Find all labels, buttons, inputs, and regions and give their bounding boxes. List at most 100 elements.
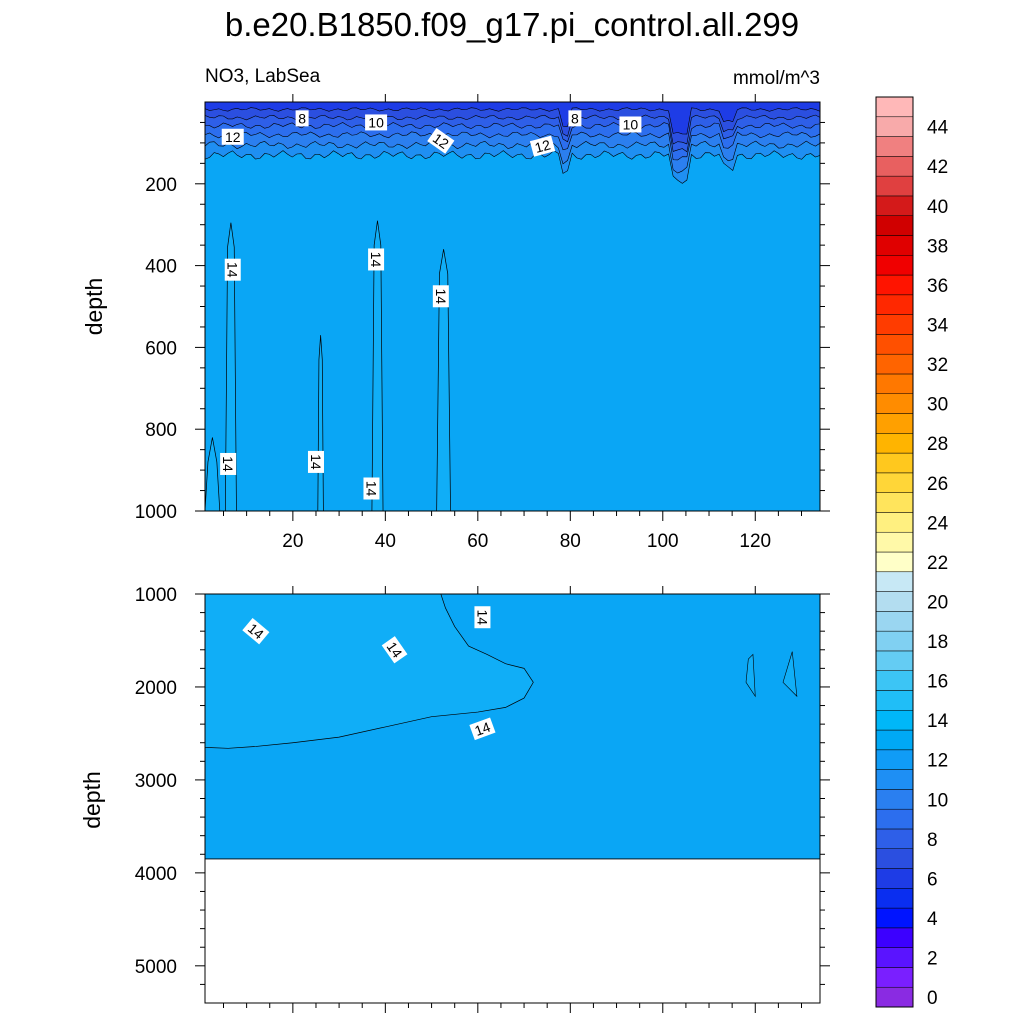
contour-label: 10 [619,116,642,133]
y-axis-label: depth [81,278,107,336]
x-tick-label: 120 [739,531,771,552]
colorbar-cell [875,551,914,573]
field-12-14 [205,102,820,511]
contour-label: 8 [568,110,582,127]
colorbar-cell [875,670,914,691]
colorbar-tick-label: 40 [927,197,948,218]
colorbar-cell [875,907,914,929]
band-6-7 [205,102,820,135]
plume-14-a [224,222,237,511]
contour-label-text: 10 [623,116,639,132]
colorbar-cell [875,116,914,137]
colorbar-cell [875,274,914,296]
colorbar-tick-label: 8 [927,830,938,851]
contour-label-text: 8 [571,110,579,126]
y-axis-label: depth [79,771,105,829]
colorbar-cell [875,334,914,355]
colorbar-cell [875,927,914,948]
y-tick-label: 400 [145,257,177,278]
x-tick-label: 20 [282,531,303,552]
contour-label-text: 14 [433,288,449,304]
colorbar-cell [875,630,914,652]
contour-label: 12 [529,135,556,157]
colorbar-cell [875,828,914,849]
colorbar-cell [875,611,914,632]
colorbar-tick-label: 14 [927,711,949,732]
colorbar-tick-label: 44 [927,118,949,139]
contour-label-text: 14 [472,719,492,739]
variable-label: NO3, LabSea [205,66,321,87]
contour-label-text: 14 [474,609,490,625]
contour-label: 14 [242,617,270,645]
colorbar-cell [875,967,914,988]
y-tick-label: 200 [145,175,177,196]
upper-panel: 8 10 12 12 12 8 10 14 14 14 14 14 14 20 40 60 80 100 120 20… [81,94,830,552]
contour-label-text: 12 [225,129,241,145]
colorbar-cell [875,215,914,236]
colorbar-cell [875,789,914,810]
y-tick-label: 1000 [135,502,177,523]
contour-label: 14 [381,636,408,664]
colorbar-tick-label: 2 [927,949,938,970]
colorbar-cell [875,888,914,909]
colorbar-cell [875,808,914,830]
contour-label: 10 [365,114,388,131]
colorbar-tick-label: 26 [927,474,948,495]
contour-label: 12 [221,128,244,145]
colorbar-tick-label: 32 [927,355,948,376]
colorbar-tick-label: 22 [927,553,948,574]
colorbar-tick-label: 28 [927,434,948,455]
colorbar-cell [875,433,914,454]
colorbar-tick-label: 10 [927,790,948,811]
contour-label-text: 14 [225,262,241,278]
colorbar-cell [875,353,914,375]
contour-label-text: 14 [308,454,324,470]
colorbar-tick-label: 30 [927,395,948,416]
colorbar-cell [875,591,914,612]
colorbar-cell [875,571,914,592]
colorbar-cell [875,452,914,474]
y-tick-label: 3000 [135,771,177,792]
colorbar-tick-label: 42 [927,157,948,178]
colorbar-tick-label: 24 [927,513,949,534]
colorbar-cell [875,769,914,790]
layer-14-16 [205,594,534,749]
colorbar-cell [875,255,914,276]
contour-label: 14 [368,248,385,271]
y-tick-label: 4000 [135,864,177,885]
units-label: mmol/m^3 [732,68,820,89]
colorbar-tick-label: 38 [927,236,948,257]
x-tick-label: 60 [467,531,488,552]
colorbar-cell [875,472,914,493]
colorbar-tick-label: 20 [927,592,948,613]
colorbar-cell [875,235,914,256]
colorbar-cell [875,393,914,414]
contour-label: 8 [295,110,309,127]
contour-label: 14 [307,450,324,473]
y-tick-label: 1000 [135,585,177,606]
colorbar-cell [875,96,914,118]
contour-label: 14 [474,606,491,629]
contour-label-text: 14 [363,481,379,497]
colorbar-cell [875,413,914,434]
colorbar-tick-label: 6 [927,869,938,890]
colorbar-cell [875,848,914,869]
contour-label: 14 [220,452,237,475]
colorbar-cell [875,710,914,731]
contour-label-text: 12 [533,136,552,156]
contour-label: 12 [427,127,455,154]
contour-label: 14 [224,258,241,281]
colorbar-cell [875,729,914,751]
colorbar-cell [875,512,914,533]
colorbar-cell [875,195,914,216]
x-tick-label: 40 [375,531,396,552]
blob-14-b [782,651,798,698]
colorbar-frame [875,96,914,1008]
colorbar-cell [875,650,914,671]
colorbar-tick-label: 34 [927,316,949,337]
colorbar: 0246810121416182022242628303234363840424… [875,96,949,1009]
colorbar-cell [875,136,914,157]
chart-title: b.e20.B1850.f09_g17.pi_control.all.299 [224,6,800,43]
colorbar-cell [875,156,914,177]
